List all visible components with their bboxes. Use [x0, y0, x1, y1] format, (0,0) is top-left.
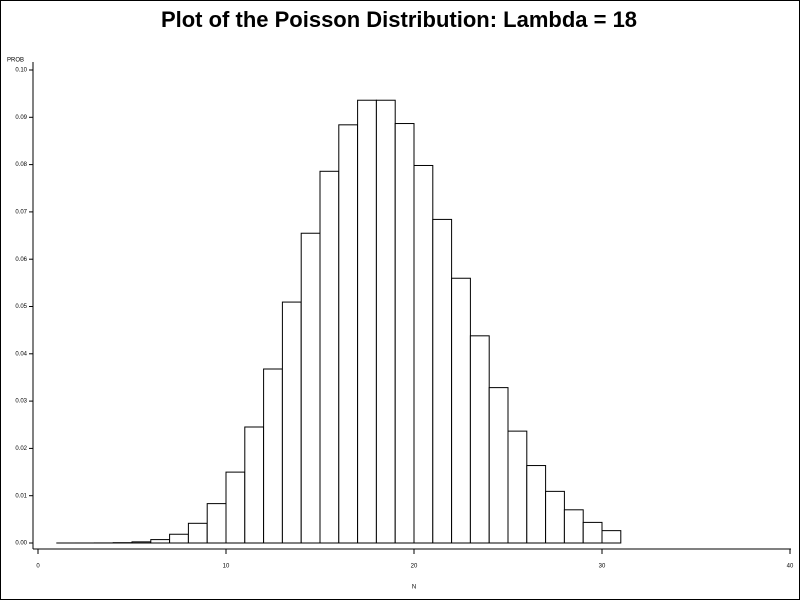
bar — [432, 218, 453, 544]
bar — [488, 387, 509, 544]
x-tick-label: 0 — [36, 564, 40, 570]
y-tick-label: 0.02 — [15, 446, 27, 452]
y-tick-label: 0.05 — [15, 304, 27, 310]
bar — [507, 430, 528, 544]
y-tick-label: 0.09 — [15, 115, 27, 121]
x-tick-label: 30 — [599, 564, 606, 570]
bar — [469, 335, 490, 544]
y-tick-label: 0.07 — [15, 209, 27, 215]
x-axis-label: N — [412, 585, 416, 591]
bar — [451, 277, 471, 544]
bar — [319, 170, 340, 544]
bar — [582, 521, 603, 544]
chart-title: Plot of the Poisson Distribution: Lambda… — [161, 7, 637, 32]
y-axis-label: PROB — [7, 58, 24, 64]
bar — [601, 530, 622, 544]
y-tick-label: 0.04 — [15, 351, 27, 357]
bar — [187, 522, 208, 544]
bar — [131, 541, 152, 544]
bar — [375, 99, 396, 544]
y-tick-label: 0.10 — [15, 68, 27, 74]
y-tick-label: 0.03 — [15, 399, 27, 405]
bar — [545, 490, 565, 544]
bar — [206, 503, 227, 544]
bar — [526, 465, 547, 544]
bar — [413, 164, 434, 544]
y-tick-label: 0.01 — [15, 493, 27, 499]
bar — [300, 232, 321, 544]
x-tick-label: 20 — [411, 564, 418, 570]
bar — [357, 99, 377, 544]
y-tick-label: 0.00 — [15, 541, 27, 547]
x-tick-label: 10 — [223, 564, 230, 570]
bar — [338, 124, 359, 544]
bar — [263, 368, 283, 544]
y-tick-label: 0.06 — [15, 257, 27, 263]
bar — [394, 123, 415, 544]
x-tick-label: 40 — [787, 564, 794, 570]
bar — [244, 426, 265, 544]
bar — [169, 533, 189, 544]
bar — [281, 301, 302, 544]
bar — [225, 471, 246, 544]
bar — [150, 539, 171, 544]
y-tick-label: 0.08 — [15, 162, 27, 168]
bar — [563, 509, 584, 544]
